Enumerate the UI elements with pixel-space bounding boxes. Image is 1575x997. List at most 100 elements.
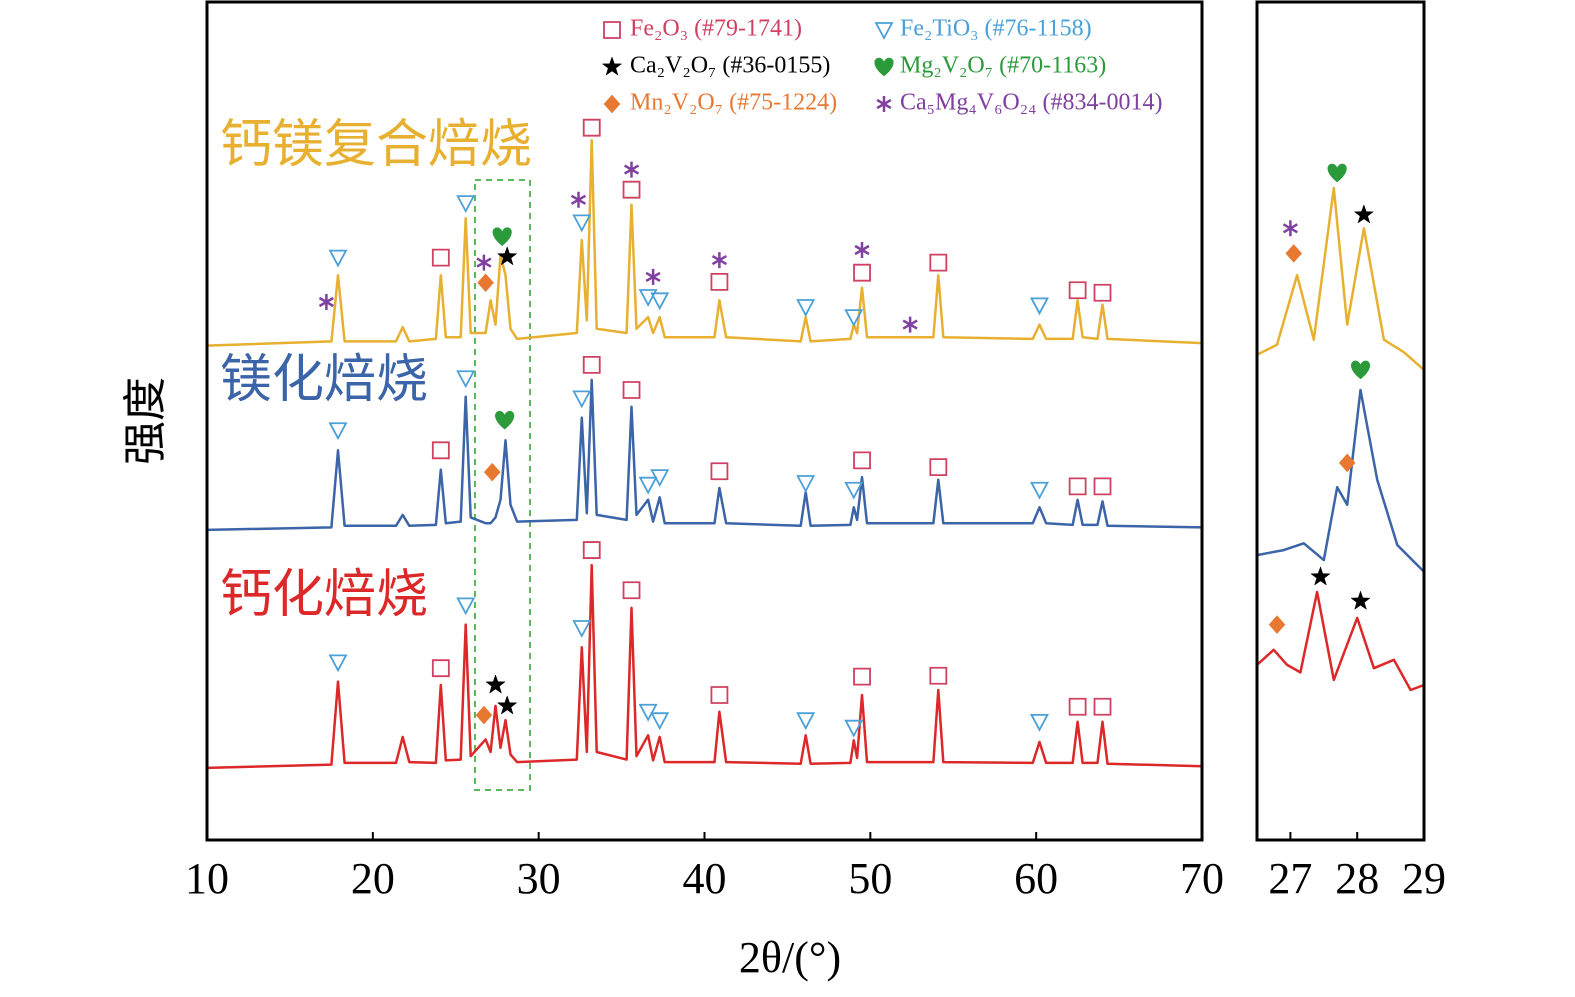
marker-triangle bbox=[650, 292, 670, 311]
series-label: 钙镁复合焙烧 bbox=[220, 117, 532, 174]
marker-square bbox=[622, 381, 641, 399]
marker-asterisk bbox=[623, 161, 640, 178]
marker-square bbox=[622, 180, 641, 199]
marker-triangle bbox=[456, 370, 476, 389]
x-tick-label: 10 bbox=[185, 854, 229, 903]
marker-triangle bbox=[796, 299, 816, 317]
marker-star bbox=[601, 56, 623, 76]
marker-heart bbox=[1351, 360, 1371, 380]
marker-star bbox=[1353, 204, 1375, 224]
series-line bbox=[206, 378, 1203, 532]
marker-triangle bbox=[844, 481, 864, 500]
marker-diamond bbox=[475, 705, 493, 725]
x-tick-label: 30 bbox=[517, 854, 561, 903]
marker-triangle bbox=[1029, 713, 1049, 732]
marker-triangle bbox=[572, 214, 592, 233]
x-axis-label: 2θ/(°) bbox=[739, 933, 841, 982]
marker-square bbox=[622, 581, 641, 600]
marker-square bbox=[710, 462, 729, 481]
marker-square bbox=[1093, 477, 1112, 496]
marker-heart bbox=[1327, 163, 1347, 183]
marker-asterisk bbox=[711, 252, 728, 269]
marker-square bbox=[582, 541, 601, 559]
marker-triangle bbox=[328, 249, 348, 268]
x-tick-label: 29 bbox=[1402, 854, 1446, 903]
marker-square bbox=[431, 441, 450, 460]
marker-star bbox=[1350, 590, 1371, 610]
marker-asterisk bbox=[854, 242, 870, 258]
marker-triangle bbox=[796, 475, 816, 493]
marker-triangle bbox=[796, 712, 816, 731]
marker-triangle bbox=[650, 712, 670, 731]
marker-triangle bbox=[328, 654, 348, 673]
marker-star bbox=[1310, 566, 1331, 586]
legend-label: Ca₂V₂O₇ (#36-0155) bbox=[630, 53, 830, 79]
marker-asterisk bbox=[570, 191, 587, 208]
marker-square bbox=[929, 253, 948, 272]
marker-square bbox=[929, 458, 948, 476]
marker-square bbox=[1068, 697, 1087, 716]
marker-triangle bbox=[328, 422, 348, 441]
marker-asterisk bbox=[876, 96, 892, 112]
legend-label: Fe₂TiO₃ (#76-1158) bbox=[900, 16, 1092, 42]
series-label: 钙化焙烧 bbox=[220, 567, 428, 624]
marker-square bbox=[710, 686, 729, 704]
marker-diamond bbox=[1285, 244, 1303, 263]
marker-square bbox=[1068, 281, 1087, 300]
marker-square bbox=[853, 263, 871, 282]
marker-square bbox=[603, 21, 621, 39]
series-line bbox=[1256, 590, 1425, 692]
marker-triangle bbox=[638, 289, 658, 307]
plot-frame bbox=[205, 0, 1204, 842]
marker-square bbox=[929, 666, 948, 685]
marker-square bbox=[582, 118, 601, 137]
highlight-box bbox=[474, 179, 531, 791]
marker-asterisk bbox=[1282, 220, 1298, 237]
marker-triangle bbox=[1029, 481, 1049, 500]
x-tick-label: 20 bbox=[351, 854, 395, 903]
y-axis-label: 强度 bbox=[121, 377, 170, 465]
marker-triangle bbox=[572, 620, 592, 638]
marker-heart bbox=[492, 227, 512, 246]
marker-star bbox=[496, 695, 518, 715]
series-line bbox=[206, 139, 1203, 347]
marker-triangle bbox=[650, 469, 670, 488]
marker-heart bbox=[495, 410, 515, 430]
marker-square bbox=[710, 272, 729, 291]
x-tick-label: 60 bbox=[1014, 854, 1058, 903]
marker-star bbox=[485, 674, 506, 694]
legend-label: Ca₅Mg₄V₆O₂₄ (#834-0014) bbox=[900, 90, 1162, 116]
legend-label: Mn₂V₂O₇ (#75-1224) bbox=[630, 90, 837, 116]
marker-asterisk bbox=[476, 254, 492, 271]
x-tick-label: 28 bbox=[1335, 854, 1379, 903]
marker-triangle bbox=[638, 476, 658, 495]
marker-diamond bbox=[1268, 615, 1286, 635]
marker-square bbox=[1093, 283, 1112, 302]
marker-asterisk bbox=[645, 268, 661, 285]
marker-square bbox=[582, 355, 601, 374]
x-tick-label: 70 bbox=[1180, 854, 1224, 903]
marker-asterisk bbox=[902, 316, 918, 333]
x-tick-label: 27 bbox=[1268, 854, 1312, 903]
series-line bbox=[1256, 388, 1425, 573]
marker-triangle bbox=[844, 309, 864, 328]
marker-diamond bbox=[603, 94, 621, 114]
marker-diamond bbox=[1338, 453, 1356, 473]
marker-diamond bbox=[477, 273, 494, 293]
x-tick-label: 50 bbox=[848, 854, 892, 903]
series-line bbox=[206, 563, 1203, 770]
marker-triangle bbox=[874, 22, 894, 40]
series-label: 镁化焙烧 bbox=[220, 352, 428, 409]
marker-star bbox=[496, 246, 518, 266]
marker-square bbox=[431, 659, 450, 678]
marker-triangle bbox=[572, 390, 592, 409]
marker-triangle bbox=[1029, 297, 1049, 316]
legend-label: Fe₂O₃ (#79-1741) bbox=[630, 16, 802, 42]
marker-heart bbox=[874, 57, 894, 77]
series-line bbox=[1256, 186, 1425, 371]
legend-label: Mg₂V₂O₇ (#70-1163) bbox=[900, 53, 1106, 79]
plot-frame bbox=[1255, 0, 1426, 842]
marker-triangle bbox=[456, 597, 476, 616]
marker-square bbox=[431, 248, 450, 267]
